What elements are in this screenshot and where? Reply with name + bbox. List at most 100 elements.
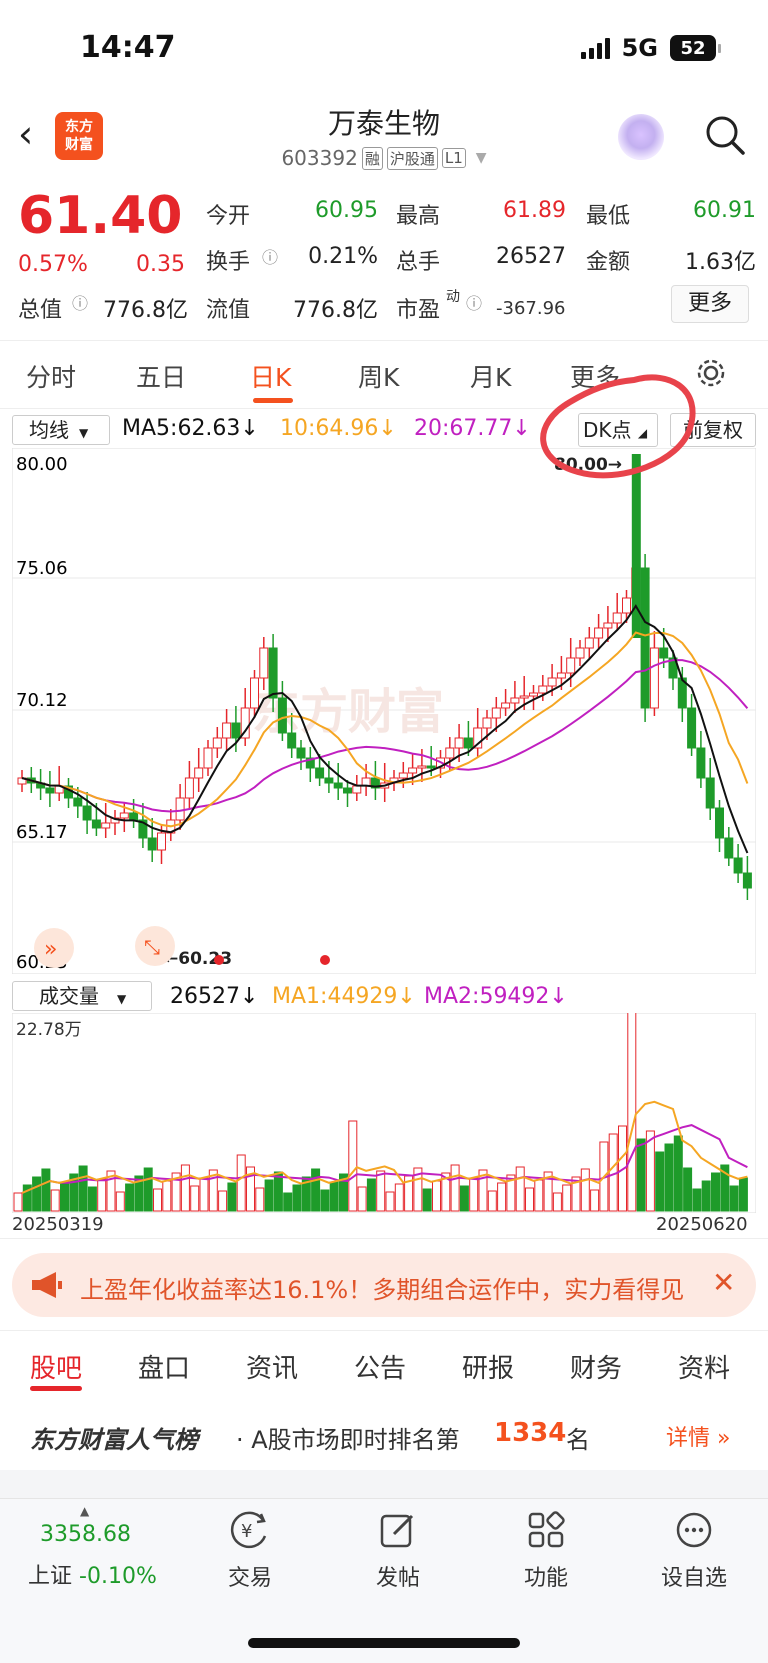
volume-bar	[134, 1175, 144, 1212]
candle	[45, 787, 55, 794]
zoom-icon[interactable]	[135, 926, 175, 966]
gear-icon[interactable]	[694, 356, 728, 390]
promo-banner[interactable]	[12, 1253, 756, 1317]
candle	[473, 727, 483, 749]
kline-chart[interactable]: 东方财富 80.00 75.06 70.12 65.17 60.23 80.00…	[12, 448, 756, 974]
nav-watchlist[interactable]: 设自选	[634, 1510, 754, 1592]
candle	[584, 637, 594, 649]
tab-five-day[interactable]: 五日	[136, 363, 187, 392]
pe-superscript: 动	[446, 289, 460, 305]
candle	[417, 765, 427, 769]
nav-functions[interactable]: 功能	[486, 1510, 606, 1592]
vol-max-label: 22.78万	[16, 1020, 82, 1040]
volume-bar	[497, 1182, 507, 1212]
pe-label: 市盈	[396, 298, 441, 323]
candle	[640, 567, 650, 709]
candle-spike	[631, 454, 641, 638]
ma-select[interactable]: 均线 ▼	[12, 415, 110, 445]
volume-bar	[246, 1166, 255, 1212]
candle	[733, 857, 743, 874]
candle	[287, 732, 297, 749]
tab-research[interactable]: 研报	[462, 1354, 515, 1384]
stock-code: 603392	[281, 146, 358, 170]
stock-code-row[interactable]: 603392 融 沪股通 L1 ▼	[0, 146, 768, 170]
index-row[interactable]: 上证 -0.10%	[28, 1564, 157, 1589]
search-icon[interactable]	[704, 114, 746, 156]
candle	[724, 837, 734, 859]
volume-bar	[199, 1177, 209, 1212]
candle	[566, 657, 576, 674]
close-icon[interactable]: ✕	[712, 1266, 736, 1299]
volume-bar	[487, 1190, 497, 1212]
divider	[0, 340, 768, 341]
banner-text[interactable]: 上盈年化收益率达16.1%！多期组合运作中，实力看得见	[80, 1276, 685, 1304]
details-link[interactable]: 详情 »	[666, 1426, 731, 1451]
tab-orderbook[interactable]: 盘口	[138, 1354, 191, 1384]
float-value: 776.8亿	[293, 298, 378, 323]
tab-daily-k[interactable]: 日K	[250, 363, 292, 392]
tab-financials[interactable]: 财务	[570, 1354, 623, 1384]
info-icon[interactable]: ⓘ	[72, 294, 89, 313]
event-dot[interactable]	[214, 955, 224, 965]
double-chevron-icon: »	[44, 937, 57, 962]
divider	[0, 1470, 768, 1498]
candle	[556, 672, 566, 679]
network-label: 5G	[621, 34, 658, 62]
divider	[0, 408, 768, 409]
info-icon[interactable]: ⓘ	[262, 248, 279, 267]
candle	[277, 697, 287, 734]
tab-profile[interactable]: 资料	[678, 1354, 731, 1384]
status-icons: 5G 52	[580, 34, 721, 62]
candle	[575, 647, 585, 659]
assistant-avatar-icon[interactable]	[618, 114, 664, 160]
resize-arrow-icon: ⤡	[144, 935, 160, 959]
tab-weekly-k[interactable]: 周K	[358, 363, 400, 392]
volume-bar	[162, 1180, 172, 1212]
tab-announcements[interactable]: 公告	[354, 1354, 407, 1384]
candle	[101, 822, 111, 829]
nav-trade[interactable]: ¥ 交易	[190, 1510, 310, 1592]
volume-bar	[153, 1188, 162, 1212]
rank-text: · A股市场即时排名第	[236, 1426, 460, 1454]
candle	[501, 702, 511, 709]
back-icon[interactable]: ‹	[18, 112, 34, 156]
open-label: 今开	[206, 204, 251, 229]
info-icon[interactable]: ⓘ	[466, 294, 483, 313]
index-value[interactable]: 3358.68	[40, 1522, 131, 1547]
volume-bar	[366, 1178, 376, 1212]
volume-bar	[459, 1185, 469, 1212]
ma5-value: MA5:62.63↓	[122, 416, 259, 441]
expand-icon[interactable]	[34, 928, 74, 968]
volume-chart[interactable]: 22.78万	[12, 1013, 756, 1213]
divider	[0, 1330, 768, 1331]
volume-bar	[376, 1170, 386, 1212]
low-value: 60.91	[693, 198, 756, 223]
tab-forum[interactable]: 股吧	[30, 1354, 83, 1384]
candle	[305, 757, 315, 769]
popularity-rank[interactable]: 东方财富人气榜 · A股市场即时排名第 1334 名 详情 »	[0, 1398, 768, 1470]
x-end-date: 20250620	[656, 1214, 748, 1235]
volume-bar	[590, 1189, 600, 1212]
tab-intraday[interactable]: 分时	[26, 363, 77, 392]
tab-monthly-k[interactable]: 月K	[470, 363, 512, 392]
volume-bar	[32, 1176, 42, 1212]
candle	[129, 812, 139, 821]
candle	[147, 837, 157, 851]
nav-post[interactable]: 发帖	[338, 1510, 458, 1592]
candle	[259, 647, 269, 679]
event-dot[interactable]	[320, 955, 330, 965]
volume-select[interactable]: 成交量 ▼	[12, 981, 152, 1011]
battery-icon: 52	[670, 35, 721, 61]
tab-news[interactable]: 资讯	[246, 1354, 299, 1384]
candle	[529, 692, 538, 697]
volume-bar	[478, 1169, 488, 1212]
volume-bar	[171, 1172, 181, 1212]
pe-value: -367.96	[496, 298, 566, 319]
more-button[interactable]: 更多	[671, 285, 749, 323]
tab-indicator	[253, 398, 293, 403]
volume-bar	[236, 1154, 246, 1212]
candle	[519, 695, 529, 699]
dk-point-button[interactable]: DK点 ◢	[578, 413, 658, 447]
candle	[324, 777, 334, 784]
y-tick: 75.06	[16, 558, 68, 579]
